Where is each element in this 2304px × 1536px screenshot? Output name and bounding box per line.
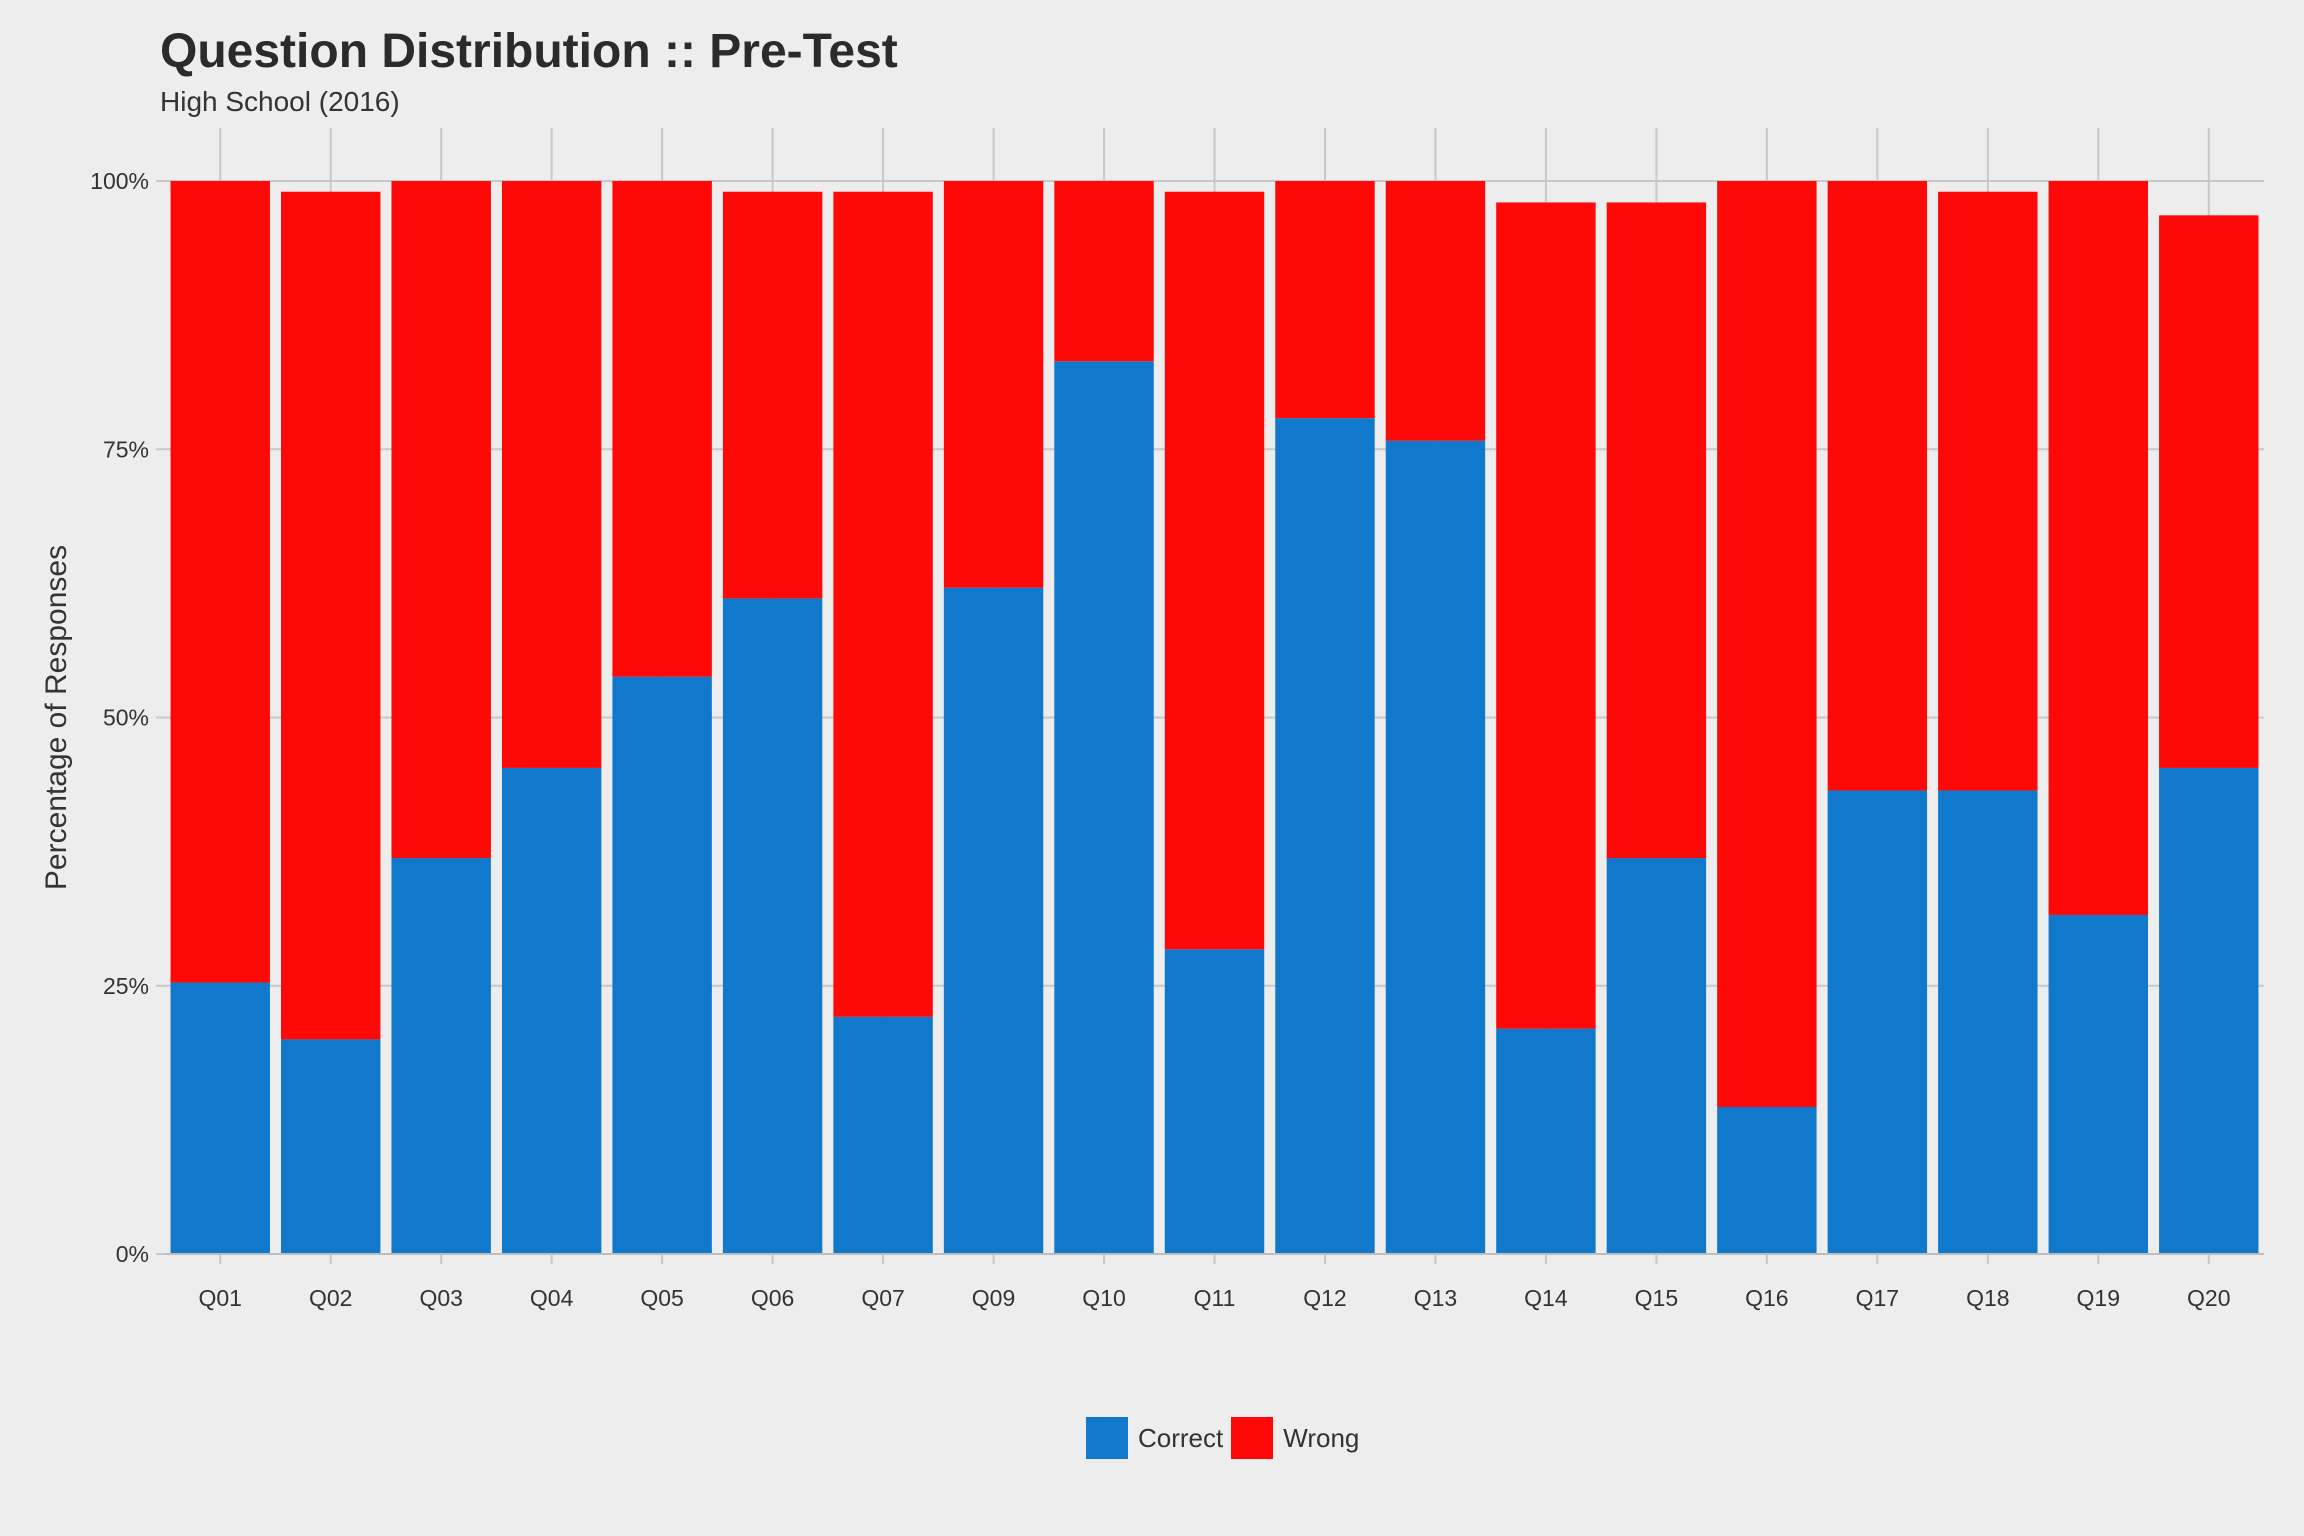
legend-item-correct: Correct — [1086, 1417, 1223, 1459]
x-tick-label: Q16 — [1745, 1285, 1788, 1311]
y-axis-label: Percentage of Responses — [40, 545, 73, 890]
x-tick-label: Q19 — [2077, 1285, 2120, 1311]
legend-label-correct: Correct — [1138, 1422, 1224, 1453]
bar-correct-q10 — [1054, 361, 1154, 1254]
y-tick-label: 100% — [90, 168, 149, 194]
bar-wrong-q06 — [722, 191, 823, 599]
bar-correct-q05 — [612, 676, 712, 1254]
bar-wrong-q05 — [612, 181, 712, 677]
bar-wrong-q19 — [2048, 181, 2149, 915]
x-tick-label: Q09 — [972, 1285, 1015, 1311]
x-tick-label: Q06 — [751, 1285, 794, 1311]
legend-label-wrong: Wrong — [1283, 1422, 1360, 1453]
chart-subtitle: High School (2016) — [160, 86, 400, 117]
bar-correct-q03 — [391, 858, 491, 1254]
bar-wrong-q20 — [2159, 215, 2259, 768]
bar-correct-q16 — [1717, 1106, 1817, 1254]
bar-wrong-q02 — [280, 191, 381, 1040]
legend-swatch-correct — [1086, 1417, 1128, 1459]
bar-wrong-q11 — [1164, 191, 1265, 950]
bar-correct-q07 — [833, 1016, 933, 1254]
bar-wrong-q10 — [1054, 181, 1154, 362]
bar-correct-q20 — [2159, 767, 2259, 1254]
axis-layer: 0% 25% 50% 75% 100% Q01 Q02 Q03 Q04 Q05 Q06 Q07 Q09 Q… — [40, 168, 2264, 1311]
bar-correct-q06 — [722, 598, 823, 1254]
bar-correct-q12 — [1275, 418, 1375, 1254]
y-tick-label: 0% — [116, 1241, 149, 1267]
legend-swatch-wrong — [1231, 1417, 1274, 1459]
bar-wrong-q17 — [1827, 181, 1928, 791]
x-tick-label: Q10 — [1082, 1285, 1125, 1311]
bar-wrong-q09 — [943, 181, 1044, 588]
x-tick-label: Q13 — [1414, 1285, 1457, 1311]
x-tick-label: Q15 — [1635, 1285, 1678, 1311]
x-tick-label: Q18 — [1966, 1285, 2009, 1311]
bar-correct-q09 — [943, 587, 1044, 1254]
bar-wrong-q16 — [1717, 181, 1817, 1107]
x-tick-label: Q02 — [309, 1285, 352, 1311]
y-tick-label: 50% — [103, 705, 149, 731]
bar-wrong-q04 — [501, 181, 602, 768]
bar-correct-q15 — [1606, 858, 1707, 1254]
x-tick-label: Q20 — [2187, 1285, 2230, 1311]
x-tick-label: Q03 — [419, 1285, 462, 1311]
x-tick-label: Q01 — [198, 1285, 241, 1311]
legend-item-wrong: Wrong — [1231, 1417, 1359, 1459]
bar-correct-q17 — [1827, 790, 1928, 1254]
y-tick-label: 75% — [103, 436, 149, 462]
bar-correct-q11 — [1164, 949, 1265, 1254]
bar-correct-q13 — [1385, 440, 1486, 1254]
x-tick-label: Q14 — [1524, 1285, 1568, 1311]
bars-layer — [170, 181, 2259, 1254]
chart-title: Question Distribution :: Pre-Test — [160, 25, 898, 78]
bar-wrong-q14 — [1496, 202, 1596, 1029]
x-tick-label: Q12 — [1303, 1285, 1346, 1311]
x-tick-label: Q17 — [1856, 1285, 1899, 1311]
bar-wrong-q01 — [170, 181, 270, 983]
bar-wrong-q18 — [1938, 191, 2038, 791]
x-tick-label: Q07 — [861, 1285, 904, 1311]
x-tick-label: Q11 — [1194, 1285, 1236, 1311]
x-tick-label: Q04 — [530, 1285, 574, 1311]
bar-wrong-q03 — [391, 181, 491, 859]
bar-correct-q18 — [1938, 790, 2038, 1254]
bar-correct-q01 — [170, 982, 270, 1254]
bar-correct-q04 — [501, 767, 602, 1254]
x-tick-label: Q05 — [640, 1285, 683, 1311]
bar-wrong-q15 — [1606, 202, 1707, 859]
bar-wrong-q12 — [1275, 181, 1375, 419]
bar-wrong-q07 — [833, 191, 933, 1017]
bar-correct-q19 — [2048, 914, 2149, 1254]
bar-correct-q02 — [280, 1039, 381, 1254]
legend: Correct Wrong — [1086, 1417, 1367, 1459]
bar-wrong-q13 — [1385, 181, 1486, 441]
y-tick-label: 25% — [103, 973, 149, 999]
bar-correct-q14 — [1496, 1028, 1596, 1254]
